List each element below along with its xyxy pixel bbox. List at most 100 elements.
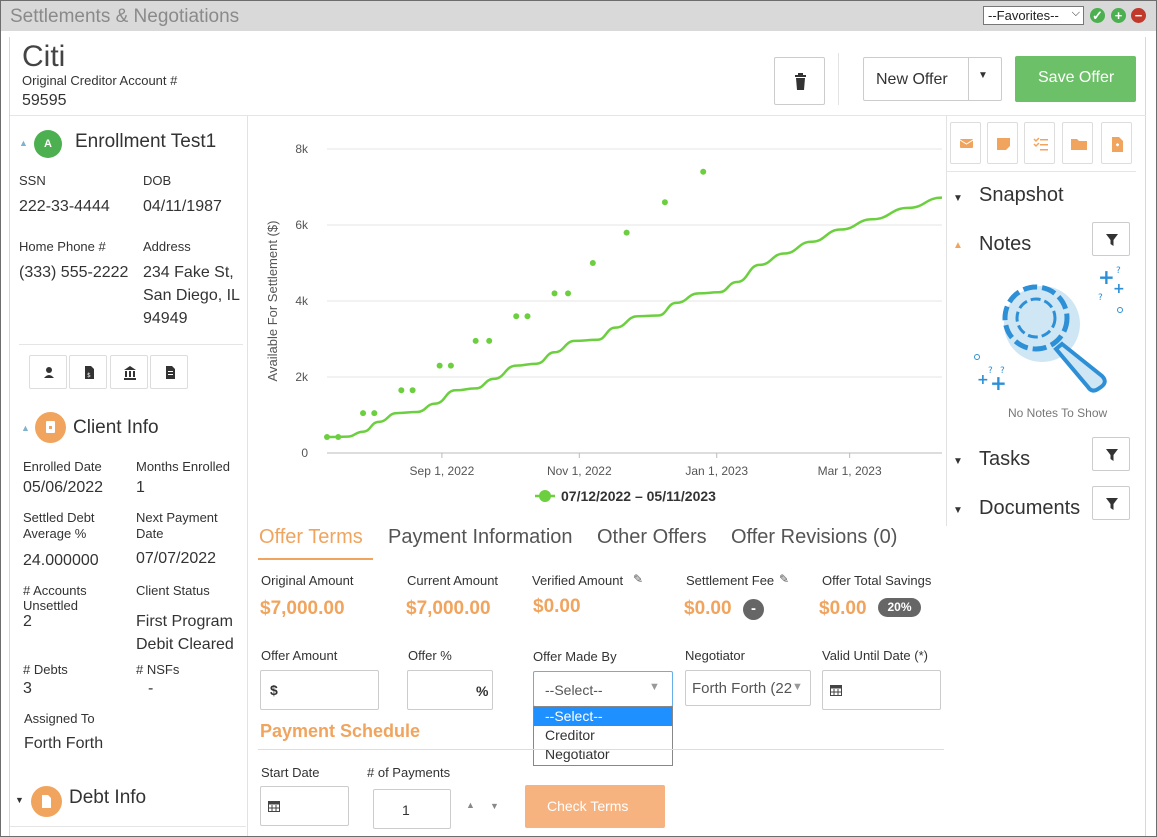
next-payment-value: 07/07/2022	[136, 550, 217, 567]
num-payments-input[interactable]: 1	[373, 789, 451, 829]
offer-amount-input[interactable]: $	[260, 670, 379, 710]
made-by-select[interactable]: --Select-- ▼	[533, 671, 673, 707]
caret-up-icon[interactable]: ▲	[953, 240, 963, 251]
divider	[946, 171, 1136, 172]
offer-pct-input[interactable]: %	[407, 670, 493, 710]
window-title: Settlements & Negotiations	[10, 6, 240, 27]
caret-down-icon[interactable]: ▼	[953, 193, 963, 204]
client-status-label: Client Status	[136, 583, 210, 598]
svg-text:+: +	[1113, 281, 1125, 297]
caret-down-icon[interactable]: ▼	[953, 456, 963, 467]
y-axis-label: Available For Settlement ($)	[265, 221, 280, 382]
next-payment-label-2: Date	[136, 526, 164, 541]
data-point	[524, 313, 531, 320]
profile-button[interactable]	[29, 355, 67, 389]
x-tick-label: Sep 1, 2022	[410, 464, 475, 478]
assigned-to-value: Forth Forth	[24, 735, 104, 752]
valid-until-label: Valid Until Date (*)	[822, 648, 928, 663]
caret-down-icon[interactable]: ▼	[15, 795, 24, 805]
tab-payment-information[interactable]: Payment Information	[388, 526, 573, 548]
legend-label: 07/12/2022 – 05/11/2023	[561, 488, 716, 504]
svg-text:+: +	[990, 371, 1007, 395]
tab-offer-terms[interactable]: Offer Terms	[259, 526, 363, 548]
made-by-option[interactable]: Creditor	[545, 727, 595, 743]
caret-up-icon[interactable]: ▲	[21, 423, 30, 433]
notes-filter-button[interactable]	[1092, 222, 1130, 256]
client-name: Enrollment Test1	[75, 131, 217, 152]
magnifier-illustration-icon: + + + + ? ? ? ?	[974, 265, 1125, 395]
payment-schedule-title: Payment Schedule	[260, 721, 421, 741]
y-tick-label: 8k	[295, 142, 309, 156]
data-point	[623, 229, 630, 236]
filter-icon	[1106, 498, 1118, 510]
address-line-2: San Diego, IL	[143, 287, 240, 304]
num-payments-value: 1	[402, 802, 410, 818]
notes-title[interactable]: Notes	[979, 233, 1032, 255]
client-info-title: Client Info	[73, 417, 159, 438]
accounts-unsettled-label: # Accounts	[23, 583, 87, 598]
negotiator-select[interactable]: Forth Forth (22 ▼	[685, 670, 811, 706]
document-button[interactable]	[150, 355, 188, 389]
check-icon[interactable]: ✓	[1090, 8, 1105, 23]
check-terms-label: Check Terms	[547, 798, 629, 814]
tasks-title[interactable]: Tasks	[979, 448, 1031, 470]
decrement-icon[interactable]: ▼	[490, 801, 499, 811]
client-status-value-2: Debit Cleared	[136, 636, 234, 653]
calendar-icon[interactable]	[830, 684, 842, 696]
made-by-option[interactable]: Negotiator	[545, 746, 610, 762]
settlement-chart: 0 2k 4k 6k 8k Sep 1, 2022 Nov 1, 2022 Jan 1, 20…	[249, 116, 946, 516]
address-label: Address	[143, 239, 191, 254]
made-by-label: Offer Made By	[533, 649, 617, 664]
negotiator-label: Negotiator	[685, 648, 745, 663]
creditor-name: Citi	[22, 40, 66, 73]
envelope-icon	[959, 139, 974, 148]
debts-label: # Debts	[23, 662, 68, 677]
add-document-button[interactable]	[1101, 122, 1132, 164]
tab-other-offers[interactable]: Other Offers	[597, 526, 707, 548]
bank-button[interactable]	[110, 355, 148, 389]
delete-button[interactable]	[774, 57, 825, 105]
account-label: Original Creditor Account #	[22, 73, 178, 88]
documents-filter-button[interactable]	[1092, 486, 1130, 520]
tasks-filter-button[interactable]	[1092, 437, 1130, 471]
add-icon[interactable]: +	[1111, 8, 1126, 23]
data-point	[565, 290, 572, 297]
svg-text:?: ?	[988, 366, 993, 376]
num-payments-label: # of Payments	[367, 765, 451, 780]
verified-amount-label: Verified Amount	[532, 573, 624, 588]
nsfs-label: # NSFs	[136, 662, 180, 677]
dollar-prefix: $	[270, 682, 278, 698]
email-button[interactable]	[950, 122, 981, 164]
start-date-input[interactable]	[260, 786, 349, 826]
documents-title[interactable]: Documents	[979, 497, 1081, 519]
phone-value: (333) 555-2222	[19, 264, 129, 281]
caret-down-icon[interactable]: ▼	[953, 505, 963, 516]
address-line-1: 234 Fake St,	[143, 264, 234, 281]
folder-button[interactable]	[1062, 122, 1093, 164]
tab-offer-revisions[interactable]: Offer Revisions (0)	[731, 526, 898, 548]
made-by-option[interactable]: --Select--	[534, 707, 672, 726]
edit-icon[interactable]: ✎	[633, 572, 644, 586]
caret-up-icon[interactable]: ▲	[19, 138, 28, 148]
verified-amount-value: $0.00	[533, 596, 581, 617]
task-button[interactable]	[1024, 122, 1055, 164]
valid-until-input[interactable]	[822, 670, 941, 710]
calendar-icon[interactable]	[268, 800, 280, 812]
folder-icon	[1071, 139, 1087, 150]
note-button[interactable]	[987, 122, 1018, 164]
y-tick-label: 2k	[295, 370, 309, 384]
caret-down-icon[interactable]: ▼	[978, 70, 988, 81]
favorites-select[interactable]: --Favorites-- ⌵	[983, 6, 1084, 25]
legend-marker	[539, 490, 551, 502]
remove-icon[interactable]: −	[1131, 8, 1146, 23]
edit-icon[interactable]: ✎	[779, 572, 790, 586]
snapshot-title[interactable]: Snapshot	[979, 184, 1064, 206]
avatar: A	[34, 130, 62, 158]
save-offer-button[interactable]: Save Offer	[1015, 56, 1136, 102]
increment-icon[interactable]: ▲	[466, 800, 475, 810]
check-terms-button[interactable]: Check Terms	[525, 785, 665, 828]
fee-badge[interactable]: -	[743, 599, 764, 620]
data-point	[589, 260, 596, 266]
budget-button[interactable]: $	[69, 355, 107, 389]
new-offer-button[interactable]: New Offer ▼	[863, 57, 1002, 101]
